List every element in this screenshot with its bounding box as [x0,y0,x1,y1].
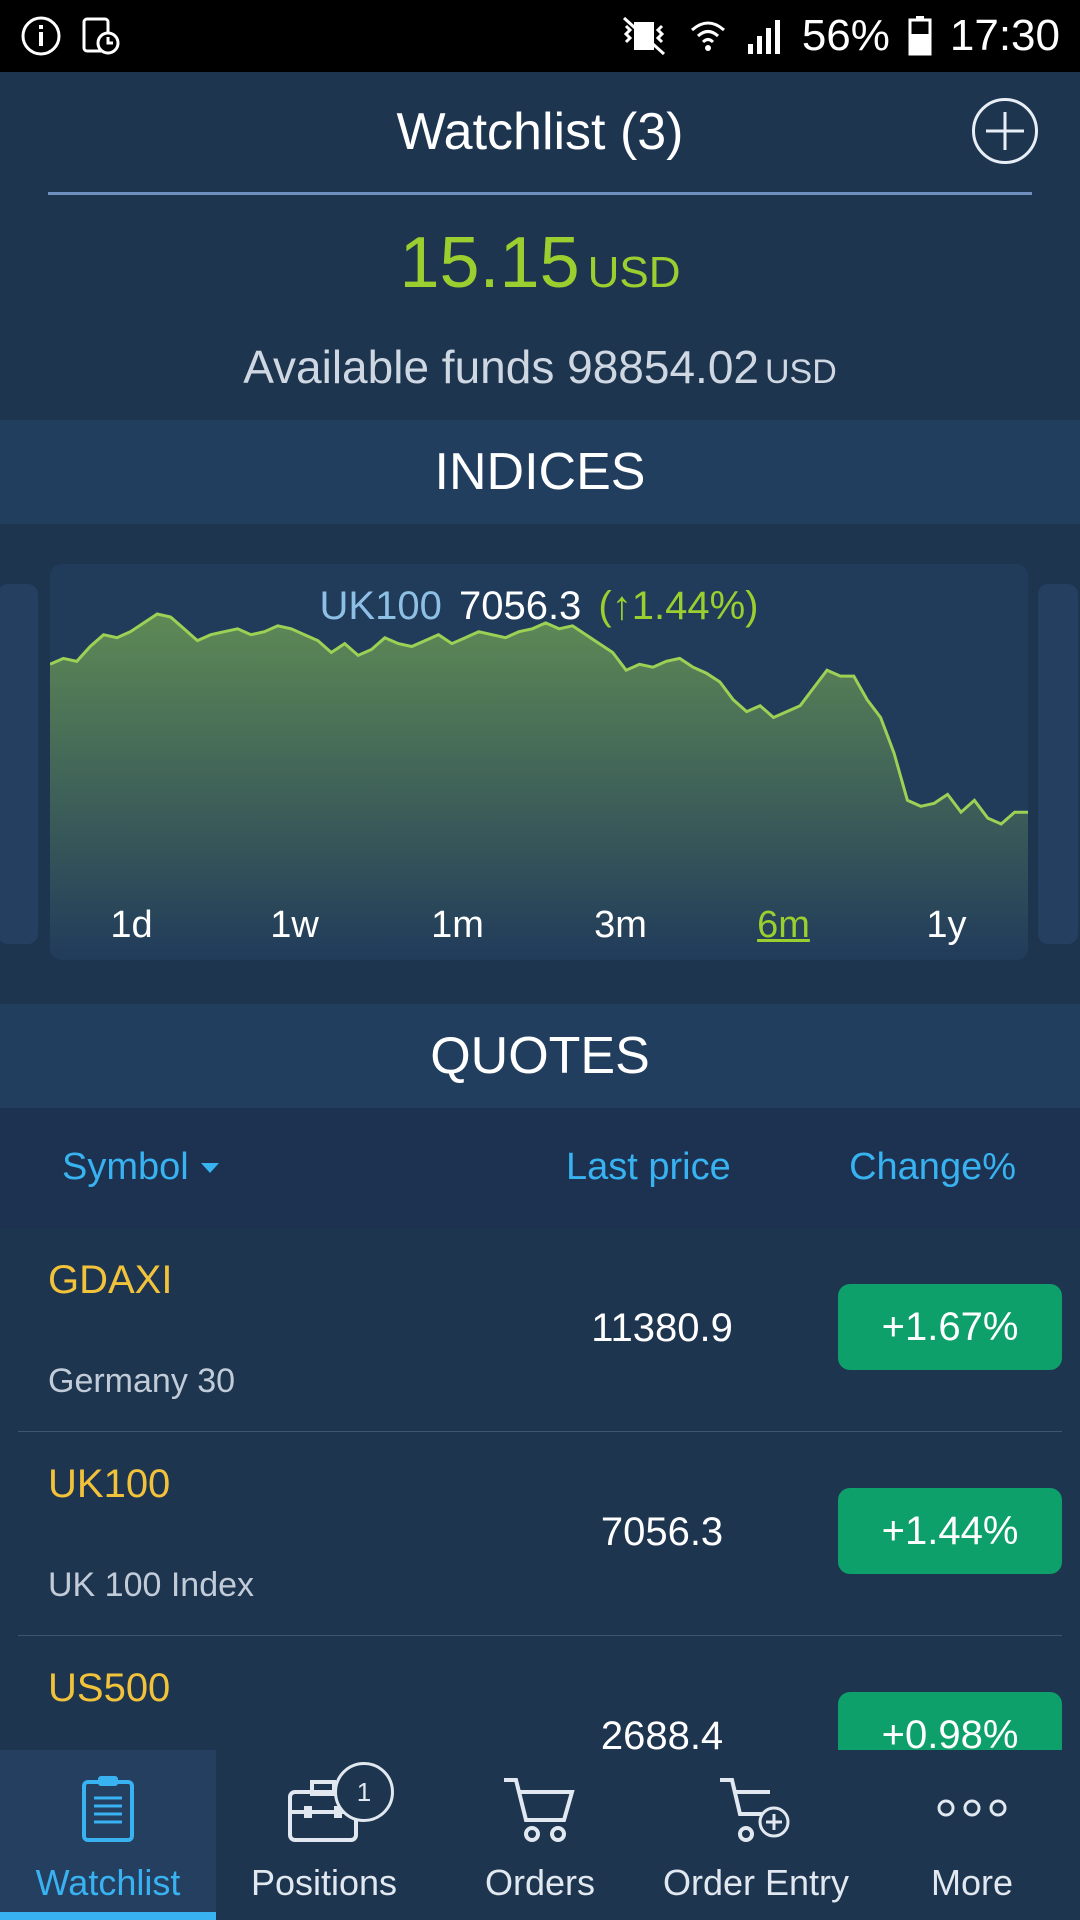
quote-last-price: 2688.4 [600,1714,724,1750]
status-bar: 56% 17:30 [0,0,1080,72]
more-dots-icon [937,1799,1007,1817]
quote-change-badge[interactable]: +1.67% [838,1284,1062,1370]
range-6m[interactable]: 6m [757,904,810,946]
watchlist-header: Watchlist (3) 15.15 USD Available funds 9… [0,72,1080,420]
balance-amount: 15.15 [399,223,580,303]
chart-change: (↑1.44%) [598,584,759,628]
nav-orders[interactable]: Orders [432,1750,648,1920]
indices-section-title: INDICES [0,420,1080,524]
nav-label-order-entry: Order Entry [662,1862,850,1903]
previous-index-card[interactable] [0,584,38,944]
range-1d[interactable]: 1d [110,904,153,946]
quote-row[interactable]: US500 2688.4 +0.98% [18,1636,1062,1750]
battery-icon [908,16,932,56]
battery-percent: 56% [801,11,890,60]
range-selector: 1d 1w 1m 3m 6m 1y [50,904,1028,947]
cart-icon [504,1778,575,1842]
nav-positions[interactable]: 1 Positions [216,1750,432,1920]
vibrate-mute-icon [622,16,665,56]
nav-more[interactable]: More [864,1750,1080,1920]
available-funds: Available funds 98854.02 USD [0,340,1080,394]
quotes-list: GDAXI Germany 30 11380.9 +1.67% UK100 UK 100 … [0,1228,1080,1750]
quote-symbol: UK100 [48,1462,171,1506]
range-1m[interactable]: 1m [431,904,484,946]
range-1y[interactable]: 1y [926,904,967,946]
screen-timer-icon [82,17,120,55]
quotes-column-headers: Symbol Last price Change% [0,1108,1080,1228]
indices-carousel[interactable]: UK100 7056.3 (↑1.44%) 1d 1w 1m 3m 6m 1y [0,524,1080,1004]
chart-area-fill [50,614,1028,960]
cart-plus-icon [720,1778,790,1842]
nav-label-watchlist: Watchlist [35,1862,181,1903]
watchlist-icon [82,1776,134,1842]
quote-symbol: US500 [48,1666,171,1710]
positions-count-badge: 1 [334,1762,394,1822]
info-icon [21,16,61,56]
page-title: Watchlist (3) [396,103,684,161]
funds-label: Available funds [243,341,555,393]
signal-icon [747,20,780,54]
quote-row[interactable]: GDAXI Germany 30 11380.9 +1.67% [18,1228,1062,1432]
chart-symbol: UK100 [319,584,442,628]
nav-label-orders: Orders [484,1862,596,1903]
wifi-icon [690,21,725,51]
quotes-section-title: QUOTES [0,1004,1080,1108]
sort-caret-icon [200,1162,219,1173]
add-watchlist-button[interactable] [972,98,1038,164]
title-divider [48,192,1032,195]
nav-label-positions: Positions [250,1862,398,1903]
nav-watchlist[interactable]: Watchlist [0,1750,216,1920]
index-chart-card[interactable]: UK100 7056.3 (↑1.44%) 1d 1w 1m 3m 6m 1y [50,564,1028,960]
quote-last-price: 7056.3 [600,1510,724,1554]
quote-change-badge[interactable]: +0.98% [838,1692,1062,1750]
quote-change-badge[interactable]: +1.44% [838,1488,1062,1574]
quote-symbol: GDAXI [48,1258,173,1302]
quote-description: UK 100 Index [48,1566,255,1604]
chart-price: 7056.3 [458,584,582,628]
last-price-column-label[interactable]: Last price [566,1146,731,1188]
symbol-column-label: Symbol [62,1146,189,1188]
clock: 17:30 [949,11,1060,60]
nav-label-more: More [930,1862,1014,1903]
chart-header: UK100 7056.3 (↑1.44%) [50,584,1028,629]
next-index-card[interactable] [1038,584,1078,944]
index-chart [50,612,1028,960]
quote-last-price: 11380.9 [591,1306,733,1350]
nav-order-entry[interactable]: Order Entry [648,1750,864,1920]
balance: 15.15 USD [0,222,1080,304]
quote-description: Germany 30 [48,1362,236,1400]
range-3m[interactable]: 3m [594,904,647,946]
chart-line [50,612,1028,826]
range-1w[interactable]: 1w [270,904,319,946]
balance-currency: USD [587,248,681,297]
funds-amount: 98854.02 [567,341,759,393]
quote-row[interactable]: UK100 UK 100 Index 7056.3 +1.44% [18,1432,1062,1636]
symbol-sort-button[interactable]: Symbol [62,1146,219,1189]
funds-currency: USD [765,353,837,391]
bottom-navigation: Watchlist 1 Positions Orders Order Entry [0,1750,1080,1920]
change-column-label[interactable]: Change% [849,1146,1016,1188]
